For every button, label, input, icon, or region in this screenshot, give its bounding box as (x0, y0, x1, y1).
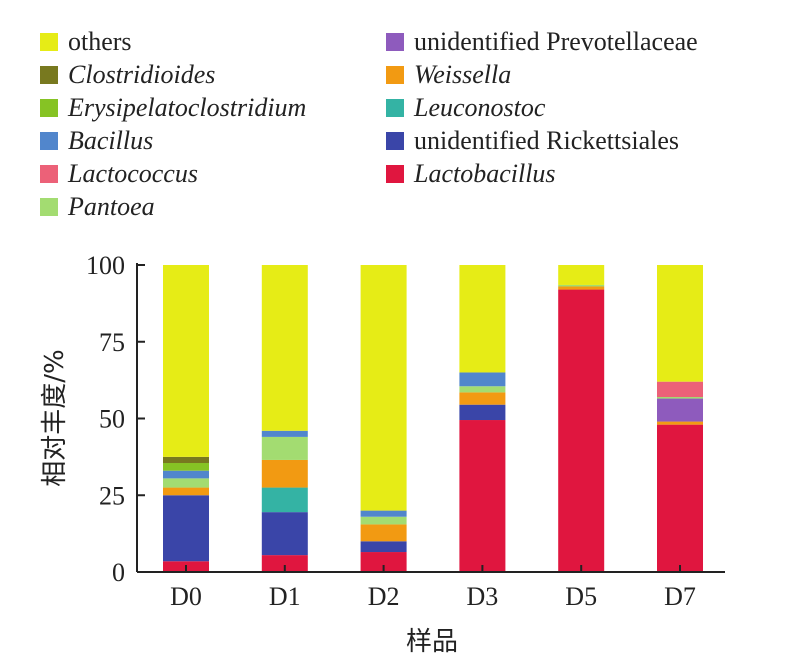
legend-label: Weissella (414, 60, 512, 89)
legend-swatch (386, 66, 404, 84)
bar-d7-unidentified-prevotellaceae (657, 398, 703, 422)
y-axis-title: 相对丰度/% (40, 349, 70, 486)
bar-d0-unidentified-rickettsiales (163, 495, 209, 562)
bar-d3-lactobacillus (459, 420, 506, 572)
bar-d7-lactobacillus (657, 424, 703, 572)
legend-item-unidentified-rickettsiales: unidentified Rickettsiales (386, 125, 679, 157)
x-tick-label-d2: D2 (368, 582, 400, 611)
bar-d3-bacillus (459, 372, 506, 387)
legend-item-unidentified-prevotellaceae: unidentified Prevotellaceae (386, 26, 698, 58)
axes-group: 0 25 50 75 100 D0 D1 D2 D3 D5 D7 样品 相对丰度/% (40, 251, 725, 657)
legend-label: Erysipelatoclostridium (68, 93, 307, 122)
bar-d3-unidentified-rickettsiales (459, 404, 506, 421)
bar-d2-others (360, 265, 407, 511)
legend-item-clostridioides: Clostridioides (40, 59, 215, 91)
legend-swatch (40, 198, 58, 216)
x-tick-label-d7: D7 (664, 582, 696, 611)
legend-label: Pantoea (68, 192, 155, 221)
bar-d0-clostridioides (163, 456, 209, 464)
legend-label: Clostridioides (68, 60, 216, 89)
x-tick-label-d1: D1 (269, 582, 301, 611)
bar-d5-others (558, 265, 605, 285)
bar-d1-unidentified-rickettsiales (261, 512, 308, 556)
legend-swatch (40, 132, 58, 150)
bar-d7-pantoea (657, 397, 703, 399)
legend-item-lactobacillus: Lactobacillus (386, 158, 556, 190)
bar-d3-weissella (459, 392, 506, 405)
legend-label: Lactococcus (68, 159, 198, 188)
bar-d2-bacillus (360, 510, 407, 517)
bar-d5-weissella (558, 286, 605, 290)
x-axis-title: 样品 (406, 627, 458, 657)
legend-label: unidentified Rickettsiales (414, 126, 679, 155)
bar-d7-lactococcus (657, 381, 703, 398)
y-tick-label-100: 100 (86, 251, 125, 280)
y-tick-label-50: 50 (99, 405, 125, 434)
legend-label: Leuconostoc (414, 93, 546, 122)
legend-item-pantoea: Pantoea (40, 191, 155, 223)
legend-item-lactococcus: Lactococcus (40, 158, 198, 190)
legend-swatch (386, 99, 404, 117)
legend-item-others: others (40, 26, 132, 58)
legend-swatch (40, 66, 58, 84)
legend-swatch (40, 99, 58, 117)
bar-d0-pantoea (163, 478, 209, 488)
bar-d7-weissella (657, 421, 703, 425)
bar-d1-weissella (261, 459, 308, 488)
y-tick-label-0: 0 (112, 558, 125, 587)
bar-d5-lactobacillus (558, 289, 605, 572)
bar-d2-unidentified-rickettsiales (360, 541, 407, 553)
x-tick-label-d5: D5 (565, 582, 597, 611)
bar-d1-bacillus (261, 430, 308, 437)
bar-d3-pantoea (459, 386, 506, 393)
legend-item-weissella: Weissella (386, 59, 511, 91)
legend-swatch (40, 33, 58, 51)
bar-d1-leuconostoc (261, 487, 308, 513)
y-tick-label-25: 25 (99, 481, 125, 510)
bar-d0-weissella (163, 487, 209, 496)
x-tick-label-d3: D3 (467, 582, 499, 611)
bar-d7-others (657, 265, 703, 382)
y-tick-label-75: 75 (99, 328, 125, 357)
x-tick-label-d0: D0 (170, 582, 202, 611)
legend-swatch (386, 33, 404, 51)
bar-d3-others (459, 265, 506, 373)
bars-group (163, 265, 703, 572)
legend-swatch (386, 165, 404, 183)
legend-swatch (386, 132, 404, 150)
legend-label: Lactobacillus (414, 159, 556, 188)
bar-d5-pantoea (558, 284, 605, 287)
legend-swatch (40, 165, 58, 183)
legend-item-bacillus: Bacillus (40, 125, 153, 157)
bar-d2-weissella (360, 524, 407, 542)
bar-d1-pantoea (261, 436, 308, 460)
legend-item-erysipelatoclostridium: Erysipelatoclostridium (40, 92, 306, 124)
legend: others unidentified Prevotellaceae Clostri… (40, 26, 780, 226)
bar-d1-others (261, 265, 308, 431)
bar-d0-others (163, 265, 209, 457)
legend-label: unidentified Prevotellaceae (414, 27, 698, 56)
bar-d1-lactobacillus (261, 555, 308, 572)
bar-d2-lactobacillus (360, 552, 407, 572)
legend-label: Bacillus (68, 126, 154, 155)
bar-d0-erysipelatoclostridium (163, 463, 209, 471)
legend-item-leuconostoc: Leuconostoc (386, 92, 545, 124)
bar-d2-pantoea (360, 516, 407, 525)
bar-d0-bacillus (163, 470, 209, 479)
legend-label: others (68, 27, 132, 56)
